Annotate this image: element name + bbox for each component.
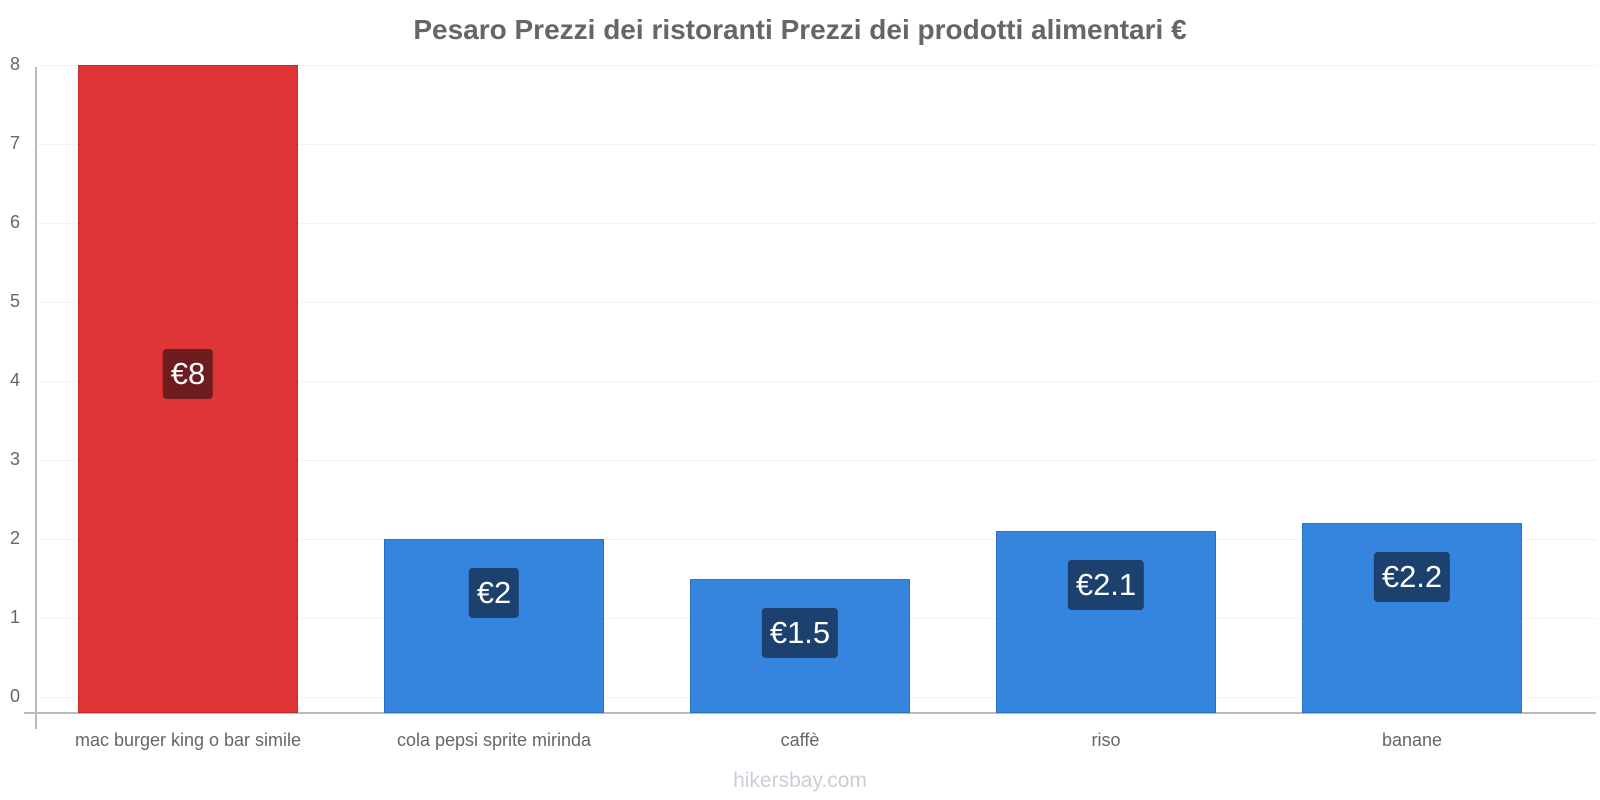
gridline <box>36 381 1596 382</box>
y-tick-label: 0 <box>9 686 20 706</box>
bar-value-label: €2.2 <box>1373 552 1451 603</box>
y-tick-label: 4 <box>9 370 20 390</box>
watermark: hikersbay.com <box>733 769 867 792</box>
x-category-label: caffè <box>780 730 820 750</box>
gridline <box>36 302 1596 303</box>
y-axis-line <box>35 67 37 729</box>
gridline <box>36 223 1596 224</box>
y-tick-label: 8 <box>9 54 20 74</box>
x-axis-line <box>24 712 1596 714</box>
bar-value-label: €8 <box>162 349 214 399</box>
x-category-label: cola pepsi sprite mirinda <box>396 730 592 750</box>
gridline <box>36 539 1596 540</box>
y-tick-label: 2 <box>9 528 20 548</box>
y-tick-label: 6 <box>9 212 20 232</box>
y-tick-label: 7 <box>9 133 20 153</box>
y-tick-label: 5 <box>9 291 20 311</box>
gridline <box>36 144 1596 145</box>
bar-value-label: €2 <box>468 568 520 618</box>
gridline <box>36 460 1596 461</box>
bar[interactable] <box>996 531 1216 713</box>
y-tick-label: 3 <box>9 449 20 469</box>
bar-value-label: €1.5 <box>761 607 839 658</box>
gridline <box>36 65 1596 66</box>
chart-title: Pesaro Prezzi dei ristoranti Prezzi dei … <box>413 14 1187 45</box>
y-tick-label: 1 <box>9 607 20 627</box>
bar[interactable] <box>690 578 910 713</box>
bar[interactable] <box>384 539 604 713</box>
bar-value-label: €2.1 <box>1067 560 1145 611</box>
x-category-label: banane <box>1381 730 1443 750</box>
x-category-label: mac burger king o bar simile <box>74 730 302 750</box>
x-category-label: riso <box>1091 730 1121 750</box>
